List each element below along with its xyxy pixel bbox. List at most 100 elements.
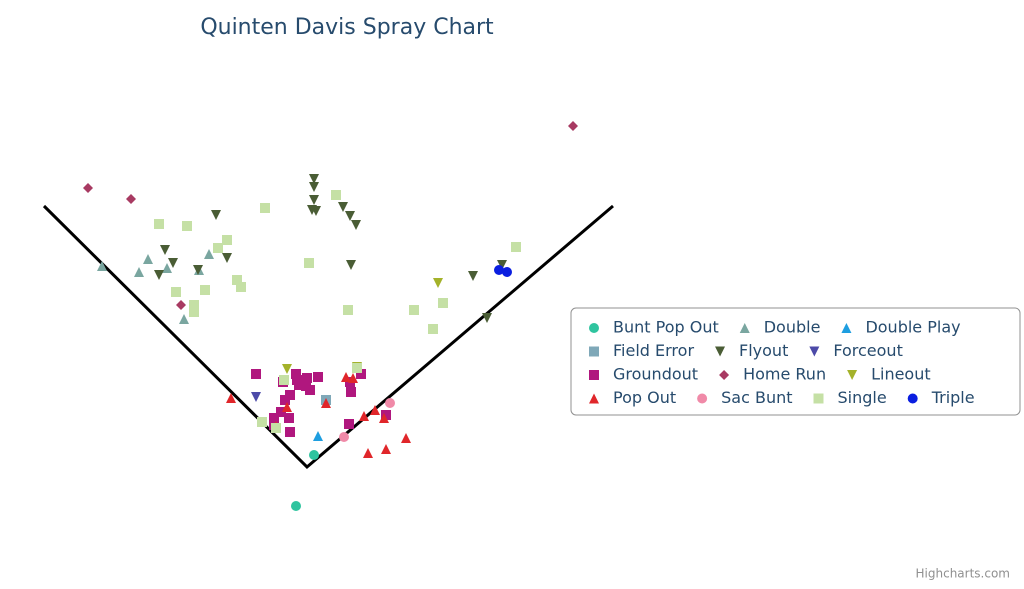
marker — [97, 261, 107, 271]
marker — [232, 275, 242, 285]
legend-label: Sac Bunt — [721, 388, 792, 407]
foul-lines — [42, 204, 614, 470]
marker — [189, 307, 199, 317]
marker — [269, 413, 279, 423]
marker — [907, 393, 918, 404]
marker — [345, 211, 355, 221]
marker — [331, 190, 341, 200]
marker — [589, 346, 599, 357]
marker — [352, 363, 362, 373]
marker — [381, 410, 391, 420]
marker — [83, 183, 93, 193]
marker — [313, 372, 323, 382]
marker — [168, 258, 178, 268]
marker — [468, 271, 478, 281]
legend: Bunt Pop Out Double Double Play Field Error… — [589, 318, 975, 407]
marker — [589, 370, 599, 380]
marker — [409, 305, 419, 315]
marker — [309, 174, 319, 184]
marker — [341, 372, 351, 382]
marker — [182, 221, 192, 231]
marker — [200, 285, 210, 295]
marker — [222, 235, 232, 245]
marker — [284, 413, 294, 423]
marker — [126, 194, 136, 204]
marker — [171, 287, 181, 297]
marker — [154, 219, 164, 229]
marker — [697, 393, 708, 404]
marker — [381, 444, 391, 454]
marker — [715, 346, 726, 357]
marker — [351, 220, 361, 230]
marker — [291, 369, 301, 379]
marker — [179, 314, 189, 324]
marker — [276, 407, 286, 417]
legend-label: Home Run — [743, 365, 826, 384]
marker — [494, 265, 504, 275]
marker — [160, 245, 170, 255]
marker — [344, 419, 354, 429]
marker — [346, 387, 356, 397]
marker — [847, 370, 858, 380]
marker — [309, 195, 319, 205]
marker — [809, 346, 820, 357]
marker — [176, 300, 186, 310]
marker — [311, 206, 321, 216]
marker — [348, 373, 358, 383]
legend-box — [570, 307, 1021, 416]
marker — [143, 254, 153, 264]
marker — [279, 375, 289, 385]
marker — [162, 263, 172, 273]
marker — [428, 324, 438, 334]
marker — [589, 323, 599, 333]
marker — [282, 364, 292, 374]
credits: Highcharts.com — [916, 567, 1010, 581]
marker — [482, 313, 492, 323]
marker — [497, 260, 507, 270]
legend-label: Single — [838, 388, 887, 407]
marker — [363, 448, 373, 458]
marker — [305, 385, 315, 395]
marker — [282, 402, 292, 412]
marker — [813, 393, 824, 404]
legend-label: Groundout — [613, 365, 698, 384]
marker — [302, 373, 312, 383]
legend-label: Lineout — [871, 365, 931, 384]
marker — [222, 253, 232, 263]
marker — [359, 411, 369, 421]
marker — [385, 398, 395, 408]
marker — [285, 427, 295, 437]
legend-label: Field Error — [613, 341, 694, 360]
marker — [438, 298, 448, 308]
legend-label: Forceout — [833, 341, 903, 360]
points — [83, 121, 578, 511]
marker — [236, 282, 246, 292]
marker — [313, 431, 323, 441]
marker — [189, 300, 199, 310]
legend-label: Pop Out — [613, 388, 676, 407]
marker — [841, 323, 852, 333]
marker — [134, 267, 144, 277]
marker — [502, 267, 512, 277]
marker — [292, 375, 302, 385]
marker — [193, 265, 203, 275]
marker — [739, 323, 750, 333]
marker — [370, 405, 380, 415]
marker — [719, 370, 730, 380]
marker — [343, 305, 353, 315]
marker — [213, 243, 223, 253]
marker — [321, 398, 331, 408]
marker — [226, 393, 236, 403]
legend-label: Double Play — [865, 318, 960, 337]
marker — [251, 369, 261, 379]
marker — [309, 450, 319, 460]
marker — [433, 278, 443, 288]
marker — [257, 417, 267, 427]
marker — [271, 423, 281, 433]
marker — [204, 249, 214, 259]
marker — [346, 260, 356, 270]
marker — [309, 182, 319, 192]
marker — [339, 432, 349, 442]
marker — [291, 501, 301, 511]
